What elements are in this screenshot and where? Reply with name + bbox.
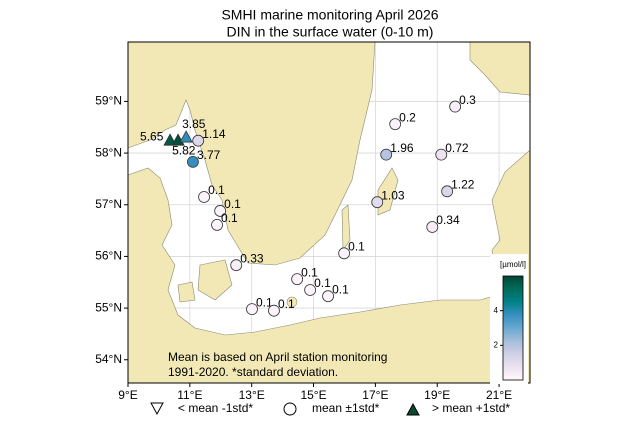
station-marker <box>163 133 177 146</box>
station-value: 0.33 <box>240 251 264 265</box>
station-marker <box>187 155 199 168</box>
scandinavia <box>127 41 376 266</box>
title: SMHI marine monitoring April 2026 <box>221 7 438 23</box>
x-tick-label: 15°E <box>300 388 326 402</box>
map-frame <box>127 41 531 384</box>
legend-label: > mean +1std* <box>432 401 510 415</box>
station-value: 1.22 <box>451 177 475 191</box>
station-value: 0.1 <box>278 297 295 311</box>
legend-label: mean ±1std* <box>312 401 380 415</box>
station-marker <box>338 247 351 260</box>
station-marker <box>322 290 334 303</box>
legend-symbol <box>283 402 297 416</box>
x-tick-label: 13°E <box>239 388 265 402</box>
colorbar-tick-label: 4 <box>494 306 499 315</box>
station-value: 5.65 <box>140 129 164 143</box>
station-value: 0.1 <box>332 282 349 296</box>
legend-label: < mean -1std* <box>178 401 253 415</box>
y-tick-label: 55°N <box>95 300 122 314</box>
station-value: 0.1 <box>208 183 225 197</box>
legend-symbol <box>150 402 164 416</box>
station-value: 3.85 <box>182 117 206 131</box>
zealand <box>197 259 233 301</box>
station-marker <box>230 259 243 272</box>
continent <box>127 149 531 384</box>
x-tick-label: 9°E <box>118 388 137 402</box>
station-marker <box>435 148 448 161</box>
station-value: 0.72 <box>445 141 469 155</box>
station-value: 5.82 <box>172 143 196 157</box>
y-tick-label: 56°N <box>95 249 122 263</box>
y-tick-label: 57°N <box>95 197 122 211</box>
station-value: 1.96 <box>390 141 414 155</box>
station-value: 0.1 <box>221 211 238 225</box>
station-marker <box>179 130 193 143</box>
colorbar-tick-label: 2 <box>494 340 499 349</box>
x-tick-label: 11°E <box>177 388 202 402</box>
bornholm <box>286 296 298 308</box>
station-value: 1.03 <box>381 188 405 202</box>
funen <box>177 281 196 303</box>
x-tick-label: 21°E <box>486 388 512 402</box>
station-marker <box>214 205 227 217</box>
station-value: 0.2 <box>399 110 416 124</box>
station-value: 0.1 <box>314 276 331 290</box>
station-value: 3.77 <box>197 148 221 162</box>
station-marker <box>371 196 384 209</box>
station-value: 0.1 <box>224 197 241 211</box>
station-marker <box>441 185 454 198</box>
station-marker <box>198 191 210 203</box>
station-value: 0.3 <box>459 93 476 107</box>
subtitle: DIN in the surface water (0-10 m) <box>227 24 434 40</box>
colorbar-label: [µmol/l] <box>500 260 526 269</box>
station-value: 0.1 <box>348 239 365 253</box>
note-line: 1991-2020. *standard deviation. <box>168 365 338 379</box>
station-marker <box>426 221 439 233</box>
oland <box>341 204 351 251</box>
note-line: Mean is based on April station monitorin… <box>168 350 387 364</box>
station-marker <box>291 273 304 286</box>
y-tick-label: 54°N <box>95 352 122 366</box>
station-value: 0.1 <box>301 265 318 279</box>
station-value: 0.1 <box>256 295 273 309</box>
station-marker <box>246 303 258 316</box>
station-marker <box>268 304 280 317</box>
legend-symbol <box>406 402 420 416</box>
y-tick-label: 58°N <box>95 145 122 159</box>
x-tick-label: 19°E <box>424 388 450 402</box>
station-marker <box>449 100 462 113</box>
station-marker <box>192 134 205 147</box>
station-marker <box>380 148 393 161</box>
land <box>127 41 531 384</box>
station-marker <box>211 218 223 231</box>
colorbar <box>502 275 524 381</box>
station-value: 0.34 <box>436 213 460 227</box>
station-marker <box>389 118 402 131</box>
station-marker <box>304 284 317 296</box>
y-tick-label: 59°N <box>95 94 122 108</box>
x-tick-label: 17°E <box>362 388 388 402</box>
station-value: 1.14 <box>202 127 226 141</box>
